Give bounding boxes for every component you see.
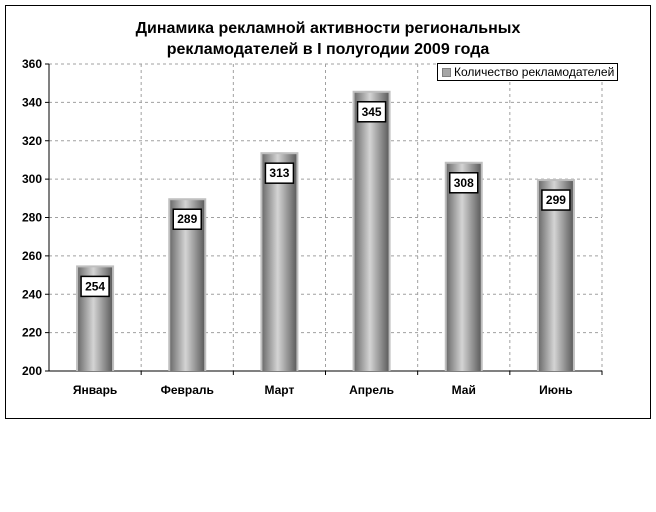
y-tick-label: 280 <box>22 211 42 225</box>
x-tick-label: Март <box>264 383 294 397</box>
data-label: 254 <box>85 279 105 293</box>
axes <box>45 63 603 375</box>
tick-labels: 200 220 240 260 280 300 320 340 360 Январь Февраль… <box>22 57 573 397</box>
data-label-box <box>449 172 479 194</box>
legend-swatch <box>442 67 451 77</box>
x-tick-label: Апрель <box>349 383 394 397</box>
y-tick-label: 200 <box>22 364 42 378</box>
chart-title: Динамика рекламной активности региональн… <box>5 18 651 60</box>
bar <box>538 181 573 371</box>
y-tick-label: 340 <box>22 95 42 109</box>
data-label-box <box>80 275 110 298</box>
data-label-box <box>172 208 202 230</box>
y-tick-label: 320 <box>22 134 42 148</box>
legend: Количество рекламодателей <box>437 63 619 81</box>
y-tick-label: 360 <box>22 57 42 71</box>
bar <box>262 154 297 371</box>
x-tick-label: Январь <box>73 383 117 397</box>
grid-lines <box>49 63 603 371</box>
data-label: 345 <box>362 105 382 119</box>
data-label: 289 <box>177 212 197 226</box>
data-label: 299 <box>546 193 566 207</box>
y-tick-label: 240 <box>22 287 42 301</box>
chart-title-line-2: рекламодателей в I полугодии 2009 года <box>166 41 490 58</box>
legend-label: Количество рекламодателей <box>454 65 615 79</box>
y-tick-label: 260 <box>22 249 42 263</box>
data-label-box <box>264 162 295 184</box>
chart-title-line-1: Динамика рекламной активности региональн… <box>135 20 521 37</box>
bar <box>354 92 389 371</box>
data-label: 308 <box>454 176 474 190</box>
x-tick-label: Февраль <box>161 383 214 397</box>
data-label-box <box>541 189 571 211</box>
data-label-box <box>356 101 387 123</box>
data-labels: 254 289 313 345 308 299 <box>80 101 571 298</box>
y-tick-label: 300 <box>22 172 42 186</box>
bar <box>446 163 481 371</box>
x-tick-label: Июнь <box>539 383 573 397</box>
x-tick-label: Май <box>452 383 476 397</box>
y-tick-label: 220 <box>22 326 42 340</box>
data-label: 313 <box>269 166 289 180</box>
